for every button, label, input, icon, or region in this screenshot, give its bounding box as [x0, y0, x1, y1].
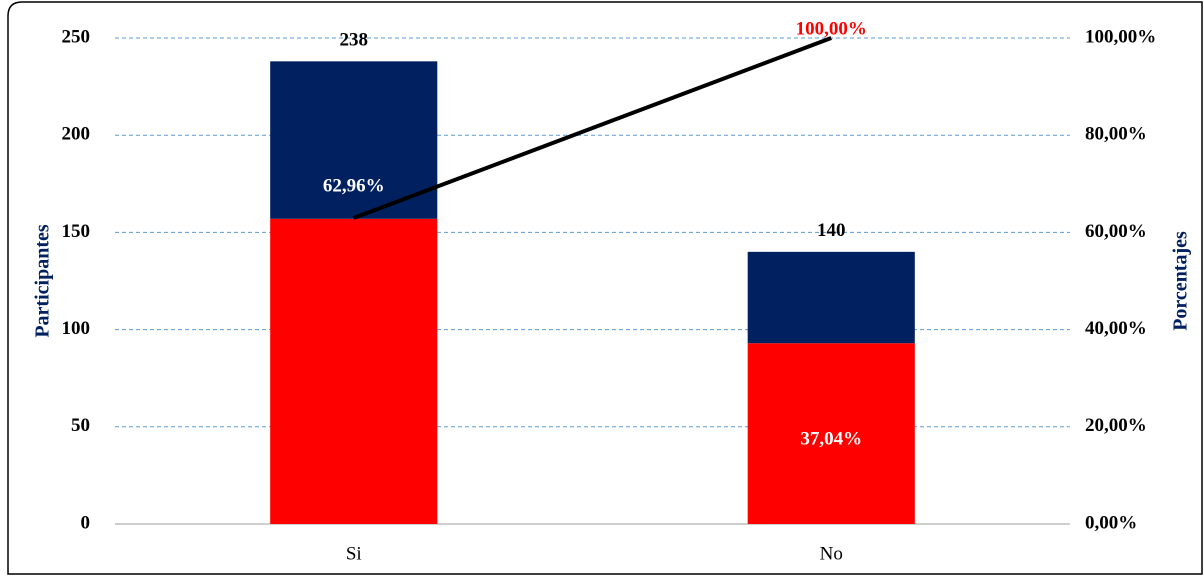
bar-segment: [270, 218, 438, 525]
y2-tick-label: 60,00%: [1085, 221, 1147, 242]
y-tick-label: 0: [81, 512, 91, 533]
y-tick-label: 200: [62, 124, 91, 145]
x-tick-label: No: [820, 543, 843, 564]
share-label: 62,96%: [323, 175, 385, 196]
y-tick-label: 100: [62, 318, 91, 339]
y2-axis-title: Porcentajes: [1170, 231, 1192, 331]
y2-tick-label: 0,00%: [1085, 512, 1137, 533]
y2-tick-label: 40,00%: [1085, 318, 1147, 339]
bar-segment: [270, 61, 438, 219]
total-label: 140: [817, 220, 846, 241]
chart-border: [7, 1, 1203, 575]
bar-segment: [747, 251, 915, 344]
y-tick-label: 150: [62, 221, 91, 242]
x-tick-label: Si: [346, 543, 362, 564]
line-label: 100,00%: [796, 18, 867, 39]
total-label: 238: [340, 30, 369, 51]
y-tick-label: 50: [71, 415, 90, 436]
y2-tick-label: 20,00%: [1085, 415, 1147, 436]
y-axis-title: Participantes: [32, 224, 54, 338]
cumulative-line: [353, 36, 832, 220]
y2-tick-label: 100,00%: [1085, 26, 1156, 47]
bar-segment: [747, 343, 915, 524]
share-label: 37,04%: [800, 428, 862, 449]
y2-tick-label: 80,00%: [1085, 124, 1147, 145]
y-tick-label: 250: [62, 26, 91, 47]
